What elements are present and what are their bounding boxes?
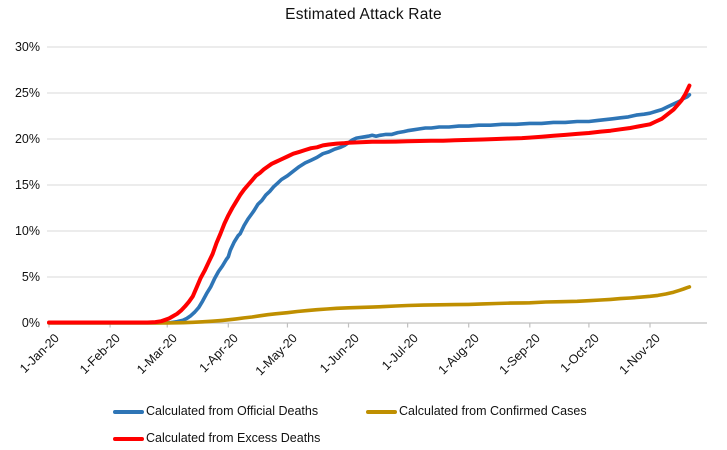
series-line-official-deaths: [47, 93, 692, 325]
y-tick-label: 25%: [14, 86, 40, 100]
y-tick-label: 10%: [14, 224, 40, 238]
y-tick-label: 30%: [14, 40, 40, 54]
y-tick-label: 5%: [21, 270, 40, 284]
y-tick-label: 15%: [14, 178, 40, 192]
series-line-excess-deaths: [47, 83, 692, 325]
y-tick-label: 0%: [21, 316, 40, 330]
y-tick-label: 20%: [14, 132, 40, 146]
series-line-confirmed-cases: [47, 285, 692, 325]
chart-title: Estimated Attack Rate: [285, 6, 442, 23]
